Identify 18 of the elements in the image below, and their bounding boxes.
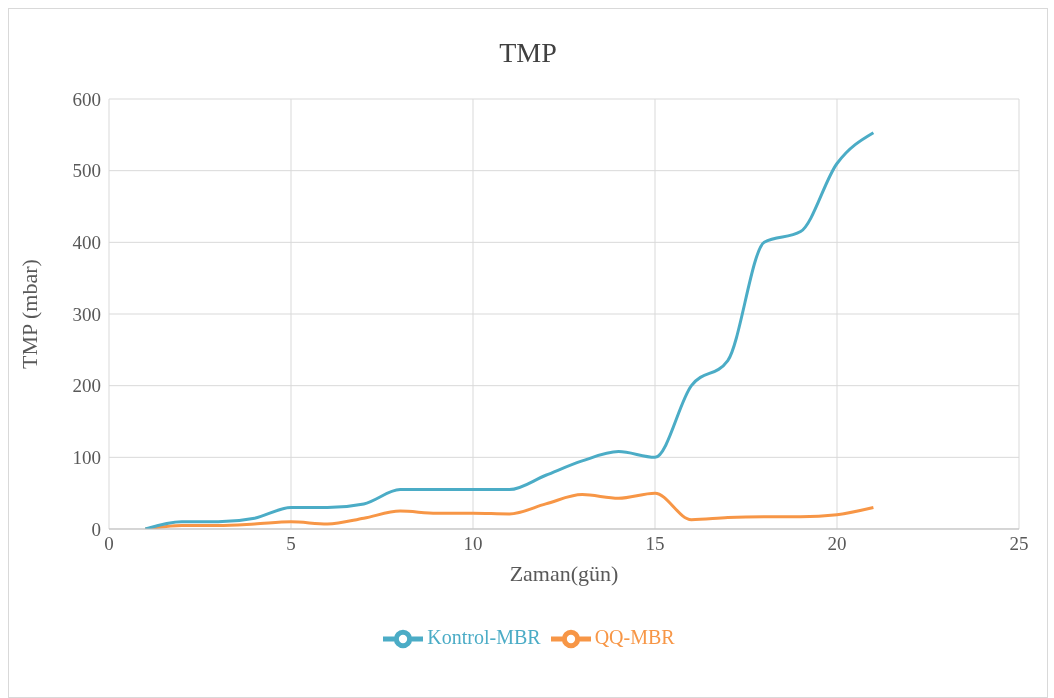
chart-title: TMP (498, 37, 558, 69)
y-tick-label: 100 (72, 447, 101, 469)
y-tick-label: 0 (91, 518, 101, 540)
y-tick-label: 400 (72, 232, 101, 254)
legend-label: Kontrol-MBR (427, 625, 541, 648)
y-axis-title: TMP (mbar) (16, 259, 42, 369)
line-series (143, 131, 875, 529)
y-tick-label: 300 (72, 303, 101, 325)
y-tick-label: 200 (72, 375, 101, 397)
legend-label: QQ-MBR (594, 625, 675, 648)
x-tick-label: 10 (463, 533, 483, 555)
x-tick-label: 15 (645, 533, 665, 555)
x-axis-title: Zaman(gün) (509, 561, 619, 586)
x-tick-label: 20 (827, 533, 847, 555)
y-tick-label: 500 (72, 160, 101, 182)
x-tick-label: 25 (1009, 533, 1029, 555)
x-tick-label: 5 (286, 533, 296, 555)
y-tick-label: 600 (72, 88, 101, 110)
